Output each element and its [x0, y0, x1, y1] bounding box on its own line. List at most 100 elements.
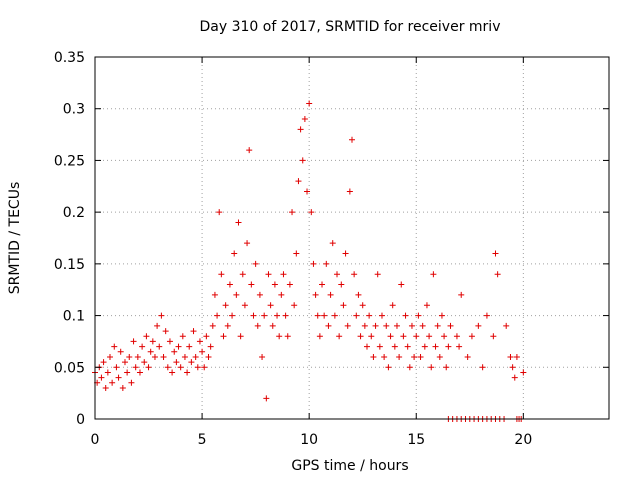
data-point — [511, 374, 518, 381]
plot-frame — [94, 56, 610, 420]
data-point — [289, 209, 296, 216]
data-point — [235, 219, 242, 226]
data-point — [188, 359, 195, 366]
data-point — [111, 343, 118, 350]
data-point — [134, 353, 141, 360]
data-point — [376, 343, 383, 350]
data-point — [241, 302, 248, 309]
data-point — [149, 338, 156, 345]
data-point — [430, 271, 437, 278]
data-point — [419, 322, 426, 329]
data-point — [366, 312, 373, 319]
data-point — [327, 291, 334, 298]
x-tick-label: 20 — [514, 432, 532, 448]
data-point — [334, 271, 341, 278]
data-point — [383, 322, 390, 329]
data-point — [244, 240, 251, 247]
data-point — [286, 281, 293, 288]
data-point — [398, 281, 405, 288]
data-point — [438, 312, 445, 319]
data-point — [310, 260, 317, 267]
y-tick-label: 0.05 — [54, 360, 85, 376]
data-point — [413, 333, 420, 340]
data-point — [475, 322, 482, 329]
data-point — [98, 374, 105, 381]
y-axis-label: SRMTID / TECUs — [7, 182, 23, 295]
data-point — [192, 353, 199, 360]
data-point — [393, 322, 400, 329]
data-point — [145, 364, 152, 371]
data-point — [121, 359, 128, 366]
data-point — [295, 178, 302, 185]
data-point — [387, 333, 394, 340]
data-point — [513, 353, 520, 360]
data-point — [229, 312, 236, 319]
data-point — [308, 209, 315, 216]
data-point — [119, 384, 126, 391]
data-point — [338, 281, 345, 288]
data-point — [368, 333, 375, 340]
data-point — [456, 343, 463, 350]
data-point — [203, 333, 210, 340]
data-point — [132, 364, 139, 371]
data-point — [173, 359, 180, 366]
data-point — [254, 322, 261, 329]
data-point — [492, 250, 499, 257]
data-point — [261, 312, 268, 319]
y-tick-label: 0.35 — [54, 50, 85, 66]
data-point — [299, 157, 306, 164]
data-point — [284, 333, 291, 340]
data-point — [141, 359, 148, 366]
data-point — [306, 100, 313, 107]
data-point — [304, 188, 311, 195]
data-point — [297, 126, 304, 133]
data-point — [336, 333, 343, 340]
data-point — [205, 353, 212, 360]
data-point — [126, 353, 133, 360]
data-point — [428, 364, 435, 371]
data-point — [344, 322, 351, 329]
y-tick-label: 0.25 — [54, 153, 85, 169]
y-tick-label: 0.2 — [63, 205, 85, 221]
y-tick-label: 0.15 — [54, 257, 85, 273]
data-point — [417, 353, 424, 360]
data-point — [278, 291, 285, 298]
data-point — [458, 291, 465, 298]
data-point — [494, 271, 501, 278]
data-point — [421, 343, 428, 350]
data-point — [342, 250, 349, 257]
data-point — [196, 338, 203, 345]
data-point — [316, 333, 323, 340]
axis-ticks: 0 0.05 0.1 0.15 0.2 0.25 0.3 0.35 0 5 10 15 20 — [54, 50, 609, 448]
x-axis-label: GPS time / hours — [291, 458, 408, 474]
data-point — [177, 364, 184, 371]
data-point — [319, 281, 326, 288]
data-point — [441, 333, 448, 340]
data-point — [194, 364, 201, 371]
grid-lines — [95, 57, 609, 419]
data-point — [389, 302, 396, 309]
data-point — [353, 312, 360, 319]
data-point — [222, 302, 229, 309]
data-point — [464, 353, 471, 360]
data-point — [156, 343, 163, 350]
data-point — [282, 312, 289, 319]
data-point — [267, 302, 274, 309]
data-point — [162, 328, 169, 335]
data-point — [104, 369, 111, 376]
data-point — [291, 302, 298, 309]
data-point — [357, 333, 364, 340]
data-point — [139, 343, 146, 350]
data-point — [503, 322, 510, 329]
data-point — [179, 333, 186, 340]
data-point — [252, 260, 259, 267]
data-point — [346, 188, 353, 195]
data-point — [231, 250, 238, 257]
data-point — [293, 250, 300, 257]
data-point — [158, 312, 165, 319]
data-point — [106, 353, 113, 360]
data-point — [274, 312, 281, 319]
data-point — [246, 147, 253, 154]
data-point — [483, 312, 490, 319]
